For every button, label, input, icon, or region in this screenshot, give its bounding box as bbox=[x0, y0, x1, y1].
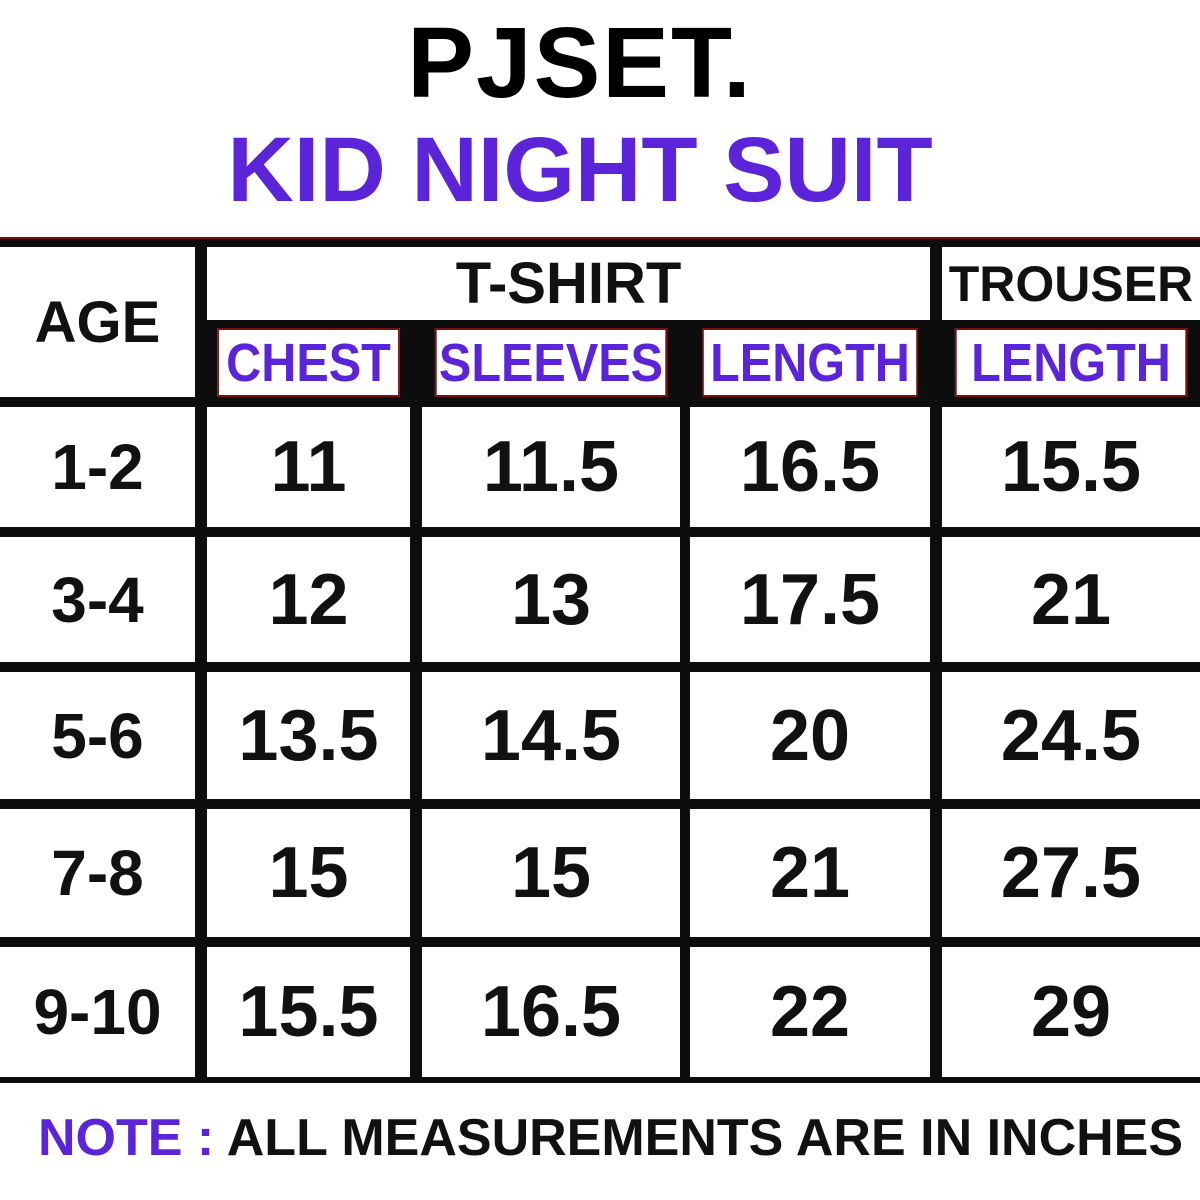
tshirt-length-cell: 16.5 bbox=[690, 407, 930, 527]
tshirt-length-cell: 22 bbox=[690, 947, 930, 1077]
trouser-header: TROUSER bbox=[942, 247, 1200, 320]
chest-cell: 11 bbox=[207, 407, 410, 527]
sleeves-cell: 16.5 bbox=[422, 947, 680, 1077]
size-chart-table: AGE T-SHIRT TROUSER CHEST SLEEVES LENGTH… bbox=[0, 237, 1200, 1083]
age-header: AGE bbox=[0, 247, 195, 397]
sleeves-header: SLEEVES bbox=[434, 328, 668, 397]
trouser-length-cell: 21 bbox=[942, 537, 1200, 662]
chest-header: CHEST bbox=[217, 328, 400, 397]
sleeves-cell: 13 bbox=[422, 537, 680, 662]
age-cell: 5-6 bbox=[0, 672, 195, 799]
chest-cell: 15 bbox=[207, 809, 410, 937]
trouser-length-cell: 27.5 bbox=[942, 809, 1200, 937]
age-cell: 9-10 bbox=[0, 947, 195, 1077]
trouser-length-cell: 15.5 bbox=[942, 407, 1200, 527]
note-label: NOTE : bbox=[38, 1109, 215, 1167]
sleeves-cell: 14.5 bbox=[422, 672, 680, 799]
trouser-length-header: LENGTH bbox=[954, 328, 1188, 397]
age-cell: 7-8 bbox=[0, 809, 195, 937]
sleeves-cell: 11.5 bbox=[422, 407, 680, 527]
trouser-length-cell: 24.5 bbox=[942, 672, 1200, 799]
page-title: KID NIGHT SUIT bbox=[227, 119, 933, 221]
tshirt-length-cell: 21 bbox=[690, 809, 930, 937]
tshirt-header: T-SHIRT bbox=[207, 247, 930, 320]
tshirt-length-cell: 20 bbox=[690, 672, 930, 799]
chest-cell: 15.5 bbox=[207, 947, 410, 1077]
tshirt-length-header: LENGTH bbox=[702, 328, 918, 397]
age-cell: 3-4 bbox=[0, 537, 195, 662]
sleeves-cell: 15 bbox=[422, 809, 680, 937]
note-text: ALL MEASUREMENTS ARE IN INCHES bbox=[226, 1109, 1184, 1167]
tshirt-length-cell: 17.5 bbox=[690, 537, 930, 662]
chest-cell: 12 bbox=[207, 537, 410, 662]
trouser-length-cell: 29 bbox=[942, 947, 1200, 1077]
age-cell: 1-2 bbox=[0, 407, 195, 527]
chest-cell: 13.5 bbox=[207, 672, 410, 799]
brand-logo: PJSET. bbox=[407, 7, 753, 119]
note: NOTE : ALL MEASUREMENTS ARE IN INCHES bbox=[38, 1108, 1183, 1168]
